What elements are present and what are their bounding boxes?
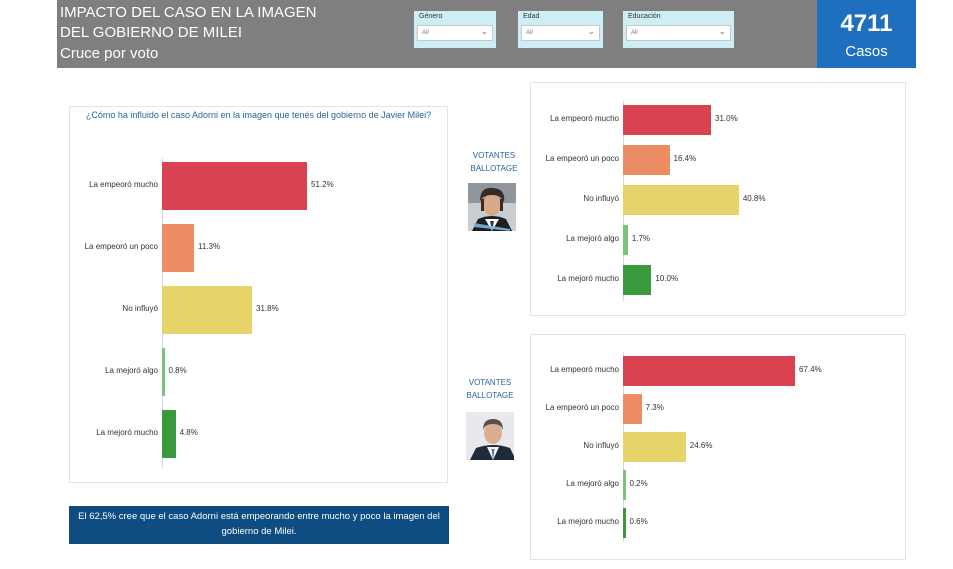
bar-1[interactable] xyxy=(162,224,194,272)
category-label: La mejoró algo xyxy=(105,366,158,375)
report-title-line1: IMPACTO DEL CASO EN LA IMAGEN xyxy=(60,4,317,21)
data-label: 40.8% xyxy=(742,194,766,203)
filter-educacion: Educación All ⌄ xyxy=(623,11,734,48)
category-label: La mejoró mucho xyxy=(557,517,619,526)
cases-label: Casos xyxy=(845,43,888,60)
bar-3[interactable] xyxy=(623,225,628,255)
bar-4[interactable] xyxy=(623,508,626,538)
bar-0[interactable] xyxy=(162,162,307,210)
vote-label-massa: VOTANTES BALLOTAGE xyxy=(466,378,514,400)
data-label: 67.4% xyxy=(799,365,822,374)
cases-count: 4711 xyxy=(840,10,893,37)
cases-card: 4711 Casos xyxy=(817,0,916,68)
filter-genero-select[interactable]: All ⌄ xyxy=(417,25,493,41)
chevron-down-icon: ⌄ xyxy=(718,26,726,36)
category-label: La mejoró algo xyxy=(566,234,619,243)
insight-note: El 62,5% cree que el caso Adorni está em… xyxy=(69,506,449,544)
filter-edad: Edad All ⌄ xyxy=(518,11,603,48)
filter-genero-label: Género xyxy=(419,13,443,20)
data-label: 0.8% xyxy=(168,366,187,375)
data-label: 31.0% xyxy=(715,114,738,123)
category-label: La empeoró un poco xyxy=(545,154,619,163)
category-label: No influyó xyxy=(583,441,619,450)
data-label: 16.4% xyxy=(673,154,697,163)
data-label: 31.8% xyxy=(256,304,279,313)
chevron-down-icon: ⌄ xyxy=(480,26,488,36)
data-label: 0.6% xyxy=(629,517,648,526)
category-label: La empeoró mucho xyxy=(550,365,619,374)
category-label: La empeoró mucho xyxy=(550,114,619,123)
data-label: 7.3% xyxy=(645,403,664,412)
report-title-line2: DEL GOBIERNO DE MILEI xyxy=(60,24,242,41)
category-label: La empeoró un poco xyxy=(545,403,619,412)
bar-4[interactable] xyxy=(623,265,652,295)
filter-genero: Género All ⌄ xyxy=(414,11,496,48)
category-label: La empeoró un poco xyxy=(84,242,158,251)
bar-4[interactable] xyxy=(162,410,176,458)
bar-2[interactable] xyxy=(162,286,253,334)
data-label: 4.8% xyxy=(179,428,198,437)
chevron-down-icon: ⌄ xyxy=(587,26,595,36)
data-label: 51.2% xyxy=(311,180,334,189)
bar-3[interactable] xyxy=(623,470,626,500)
bar-3[interactable] xyxy=(162,348,165,396)
data-label: 24.6% xyxy=(689,441,713,450)
filter-educacion-select[interactable]: All ⌄ xyxy=(626,25,731,41)
milei-avatar xyxy=(468,183,516,231)
report-subtitle: Cruce por voto xyxy=(60,45,159,62)
vote-label-milei: VOTANTES BALLOTAGE xyxy=(470,151,518,173)
filter-educacion-value: All xyxy=(631,30,638,36)
filter-edad-value: All xyxy=(526,30,533,36)
category-label: No influyó xyxy=(583,194,619,203)
bar-1[interactable] xyxy=(623,145,670,175)
bar-0[interactable] xyxy=(623,105,711,135)
bar-2[interactable] xyxy=(623,432,686,462)
data-label: 10.0% xyxy=(655,274,679,283)
data-label: 0.2% xyxy=(629,479,648,488)
category-label: La empeoró mucho xyxy=(89,180,158,189)
bar-2[interactable] xyxy=(623,185,739,215)
filter-genero-value: All xyxy=(422,30,429,36)
data-label: 11.3% xyxy=(198,242,221,251)
category-label: La mejoró mucho xyxy=(557,274,619,283)
filter-edad-label: Edad xyxy=(523,13,540,20)
filter-edad-select[interactable]: All ⌄ xyxy=(521,25,600,41)
filter-educacion-label: Educación xyxy=(628,13,661,20)
category-label: No influyó xyxy=(122,304,158,313)
bar-1[interactable] xyxy=(623,394,642,424)
category-label: La mejoró mucho xyxy=(96,428,158,437)
massa-avatar xyxy=(466,412,514,460)
chart-title: ¿Cómo ha influido el caso Adorni en la i… xyxy=(85,110,432,120)
bar-0[interactable] xyxy=(623,356,795,386)
category-label: La mejoró algo xyxy=(566,479,619,488)
data-label: 1.7% xyxy=(631,234,651,243)
